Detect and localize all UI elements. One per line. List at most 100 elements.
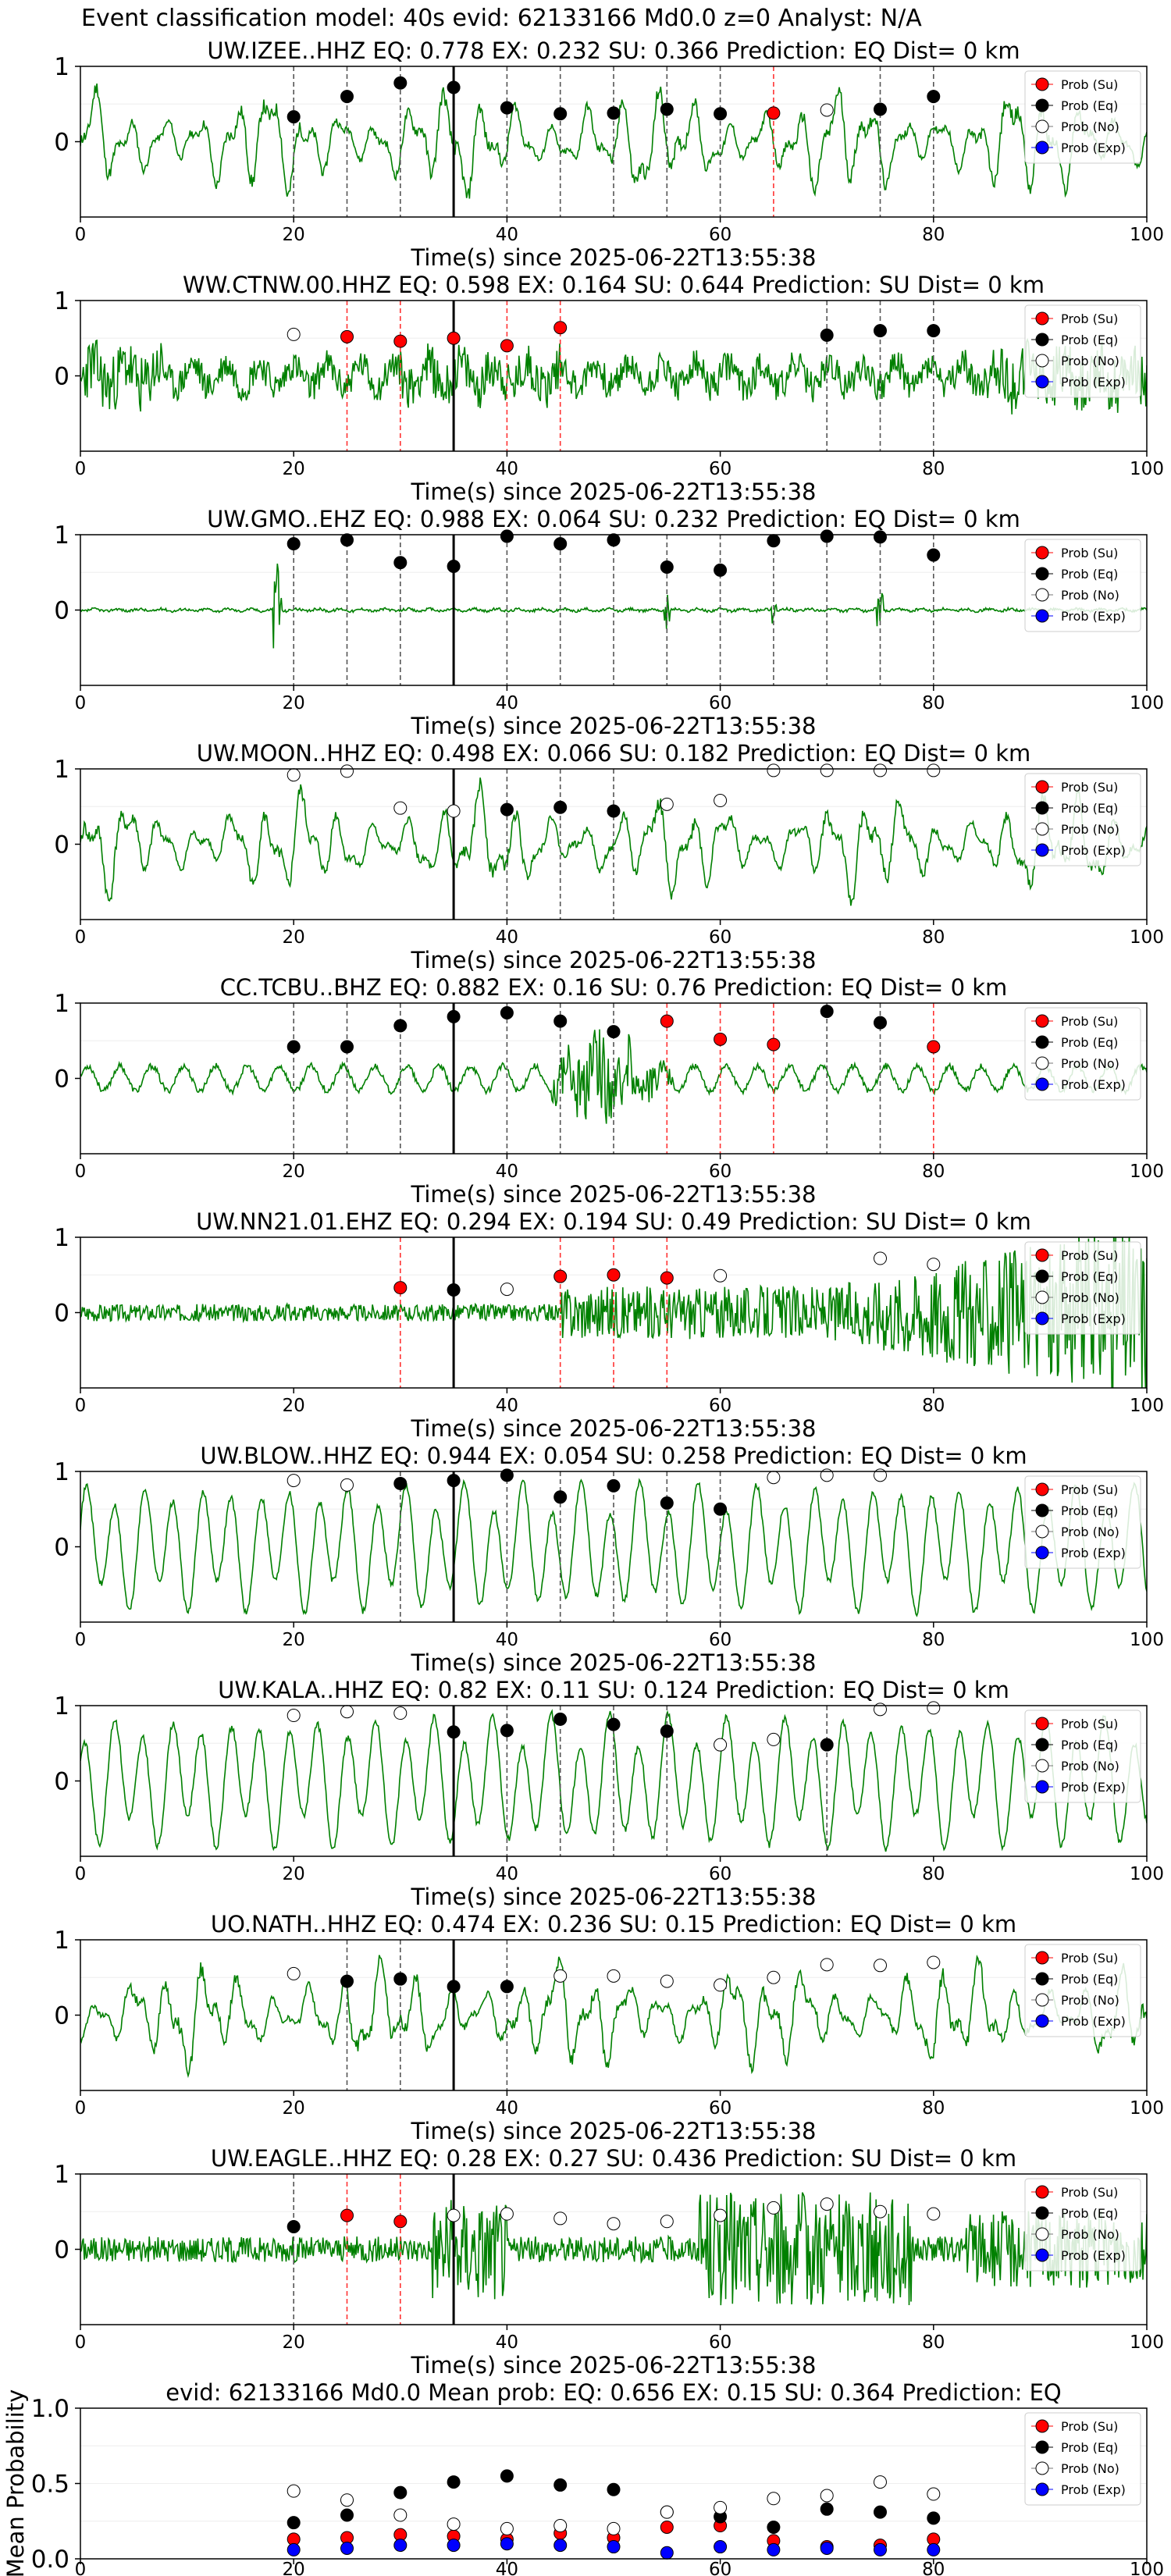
prob-point-su xyxy=(660,1271,674,1285)
prob-point-eq xyxy=(607,533,621,547)
prob-point-no xyxy=(874,763,887,777)
x-tick-label: 80 xyxy=(922,225,945,245)
x-tick-label: 80 xyxy=(922,2332,945,2353)
mean-point-no xyxy=(553,2519,568,2533)
mean-point-exp xyxy=(340,2541,354,2555)
mean-point-su xyxy=(660,2520,674,2534)
legend-marker-eq xyxy=(1035,1035,1049,1049)
legend-box xyxy=(1024,1944,1141,2037)
panel-title: UO.NATH..HHZ EQ: 0.474 EX: 0.236 SU: 0.1… xyxy=(211,1911,1016,1937)
legend-marker-exp xyxy=(1035,2482,1049,2496)
mean-point-no xyxy=(714,2500,728,2514)
x-tick-label: 60 xyxy=(709,225,731,245)
prob-point-no xyxy=(714,1268,728,1283)
prob-point-eq xyxy=(393,1476,408,1490)
legend-marker-exp xyxy=(1035,1077,1049,1091)
legend-marker-su xyxy=(1035,546,1049,560)
mean-point-exp xyxy=(607,2540,621,2554)
y-tick-label: 0 xyxy=(54,2236,69,2265)
prob-point-eq xyxy=(340,1974,354,1988)
legend-label-exp: Prob (Exp) xyxy=(1061,2248,1126,2263)
x-tick-label: 40 xyxy=(496,459,518,479)
x-tick-label: 80 xyxy=(922,1396,945,1416)
prob-point-no xyxy=(820,103,834,117)
mean-point-exp xyxy=(874,2542,887,2556)
x-tick-label: 0 xyxy=(75,1864,87,1884)
legend-marker-su xyxy=(1035,1717,1049,1731)
prob-point-su xyxy=(607,1268,621,1282)
legend-label-exp: Prob (Exp) xyxy=(1061,1780,1126,1795)
x-axis-label: Time(s) since 2025-06-22T13:55:38 xyxy=(411,2352,817,2379)
mean-point-no xyxy=(393,2508,408,2522)
legend-marker-no xyxy=(1035,1525,1049,1539)
legend-label-eq: Prob (Eq) xyxy=(1061,801,1118,816)
legend-label-eq: Prob (Eq) xyxy=(1061,2440,1118,2455)
legend-label-no: Prob (No) xyxy=(1061,2461,1119,2476)
mean-point-eq xyxy=(927,2511,941,2525)
y-tick-label: 1.0 xyxy=(31,2395,69,2423)
panel-title: UW.IZEE..HHZ EQ: 0.778 EX: 0.232 SU: 0.3… xyxy=(207,37,1020,64)
legend-marker-eq xyxy=(1035,1269,1049,1283)
legend-marker-eq xyxy=(1035,2206,1049,2220)
prob-point-no xyxy=(767,2201,781,2215)
legend-marker-exp xyxy=(1035,2248,1049,2262)
panel-title: WW.CTNW.00.HHZ EQ: 0.598 EX: 0.164 SU: 0… xyxy=(183,272,1045,298)
mean-point-eq xyxy=(874,2505,887,2519)
legend-marker-exp xyxy=(1035,1780,1049,1794)
x-tick-label: 20 xyxy=(283,1162,305,1182)
y-tick-label: 1 xyxy=(54,1927,69,1955)
x-tick-label: 20 xyxy=(283,1630,305,1650)
legend-label-exp: Prob (Exp) xyxy=(1061,1546,1126,1560)
waveform-trace xyxy=(80,337,1147,415)
prob-point-eq xyxy=(874,102,887,116)
x-tick-label: 40 xyxy=(496,927,518,948)
station-panel: UW.IZEE..HHZ EQ: 0.778 EX: 0.232 SU: 0.3… xyxy=(54,37,1164,271)
prob-point-eq xyxy=(500,1724,514,1738)
waveform-trace xyxy=(80,1237,1147,1388)
mean-point-eq xyxy=(820,2502,834,2516)
prob-point-no xyxy=(607,1969,621,1983)
legend-label-no: Prob (No) xyxy=(1061,1290,1119,1305)
prob-point-su xyxy=(393,1281,408,1295)
x-tick-label: 100 xyxy=(1130,2560,1164,2576)
prob-point-no xyxy=(660,1974,674,1988)
legend-marker-exp xyxy=(1035,141,1049,155)
y-tick-label: 1 xyxy=(54,990,69,1018)
legend-label-su: Prob (Su) xyxy=(1061,1014,1118,1029)
prob-point-eq xyxy=(500,802,514,817)
legend-marker-su xyxy=(1035,311,1049,326)
x-tick-label: 20 xyxy=(283,2098,305,2119)
legend-label-no: Prob (No) xyxy=(1061,354,1119,368)
prob-point-no xyxy=(874,1468,887,1482)
legend-label-no: Prob (No) xyxy=(1061,1056,1119,1071)
y-axis-label: Mean Probability xyxy=(2,2389,29,2576)
x-tick-label: 20 xyxy=(283,927,305,948)
panel-title: UW.EAGLE..HHZ EQ: 0.28 EX: 0.27 SU: 0.43… xyxy=(211,2145,1016,2172)
prob-point-no xyxy=(393,1706,408,1720)
x-tick-label: 40 xyxy=(496,1864,518,1884)
legend-label-exp: Prob (Exp) xyxy=(1061,375,1126,390)
x-tick-label: 0 xyxy=(75,1396,87,1416)
y-tick-label: 0 xyxy=(54,1768,69,1796)
panel-title: UW.MOON..HHZ EQ: 0.498 EX: 0.066 SU: 0.1… xyxy=(197,740,1030,767)
x-axis-label: Time(s) since 2025-06-22T13:55:38 xyxy=(411,1181,817,1208)
x-tick-label: 100 xyxy=(1130,1396,1164,1416)
legend-label-su: Prob (Su) xyxy=(1061,1951,1118,1966)
waveform-trace xyxy=(80,84,1147,199)
mean-point-exp xyxy=(714,2540,728,2554)
mean-point-exp xyxy=(553,2539,568,2553)
prob-point-no xyxy=(607,2217,621,2231)
x-tick-label: 100 xyxy=(1130,2098,1164,2119)
y-tick-label: 1 xyxy=(54,521,69,550)
x-tick-label: 60 xyxy=(709,459,731,479)
mean-probability-panel: evid: 62133166 Md0.0 Mean prob: EQ: 0.65… xyxy=(2,2379,1164,2576)
legend-marker-eq xyxy=(1035,1738,1049,1752)
legend-marker-no xyxy=(1035,354,1049,368)
prob-point-eq xyxy=(553,800,568,814)
station-panel: WW.CTNW.00.HHZ EQ: 0.598 EX: 0.164 SU: 0… xyxy=(54,272,1164,505)
mean-point-eq xyxy=(500,2469,514,2483)
prob-point-eq xyxy=(607,1478,621,1493)
mean-point-no xyxy=(874,2475,887,2489)
y-tick-label: 0 xyxy=(54,129,69,157)
prob-point-eq xyxy=(820,328,834,342)
